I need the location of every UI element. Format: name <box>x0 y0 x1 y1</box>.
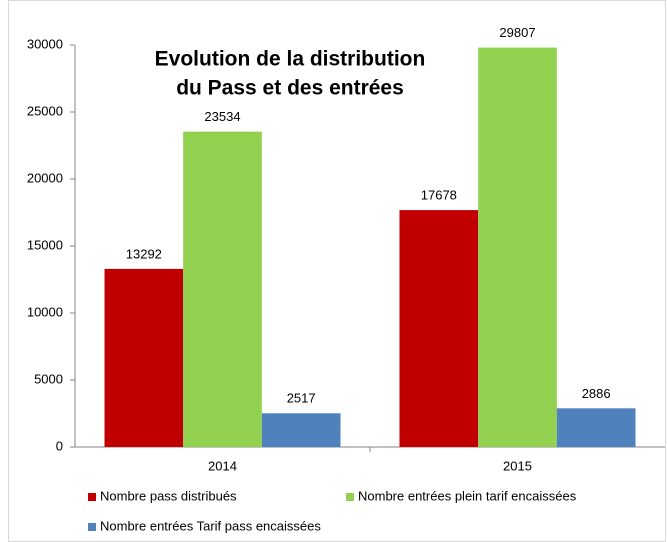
legend-swatch <box>88 523 96 531</box>
chart-title: Evolution de la distribution <box>155 48 426 71</box>
x-tick-label: 2014 <box>208 458 237 473</box>
data-label: 13292 <box>126 246 162 261</box>
legend-swatch <box>346 493 354 501</box>
x-tick-label: 2015 <box>503 458 532 473</box>
data-label: 17678 <box>421 188 457 203</box>
legend-label: Nombre entrées Tarif pass encaissées <box>100 518 321 533</box>
bar <box>183 131 262 447</box>
y-tick-label: 5000 <box>34 371 63 386</box>
y-tick-label: 20000 <box>27 170 63 185</box>
y-tick-label: 30000 <box>27 36 63 51</box>
y-tick-label: 0 <box>56 438 63 453</box>
bar <box>399 210 479 447</box>
y-tick-label: 25000 <box>27 103 63 118</box>
bar <box>104 268 184 447</box>
y-tick-label: 10000 <box>27 304 63 319</box>
legend-label: Nombre pass distribués <box>100 488 237 503</box>
bar <box>261 413 341 447</box>
chart-title: du Pass et des entrées <box>176 77 404 100</box>
data-label: 29807 <box>499 25 535 40</box>
data-label: 2886 <box>582 386 611 401</box>
data-label: 23534 <box>204 109 240 124</box>
legend-label: Nombre entrées plein tarif encaissées <box>358 488 577 503</box>
legend-swatch <box>88 493 96 501</box>
y-tick-label: 15000 <box>27 237 63 252</box>
bar <box>556 408 636 447</box>
data-label: 2517 <box>287 391 316 406</box>
bar <box>478 47 557 447</box>
